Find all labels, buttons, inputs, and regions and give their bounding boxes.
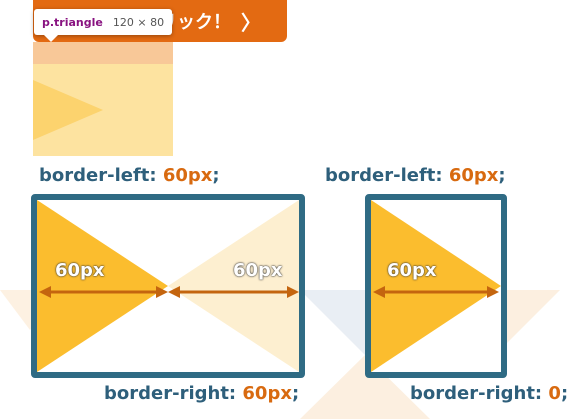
- element-highlight-preview: [33, 42, 173, 156]
- code-semicolon: ;: [498, 165, 506, 186]
- code-semicolon: ;: [212, 165, 220, 186]
- right-arrowhead-right: [287, 286, 299, 298]
- code-property: border-left:: [39, 165, 157, 186]
- left-bottom-code: border-right: 60px;: [104, 383, 299, 404]
- right-arrowhead-left: [168, 286, 180, 298]
- single-width-label: 60px: [387, 260, 437, 281]
- right-bottom-code: border-right: 0;: [410, 383, 568, 404]
- left-width-label: 60px: [55, 260, 105, 281]
- left-arrowhead-left: [39, 286, 51, 298]
- code-value: 0: [548, 383, 561, 404]
- code-semicolon: ;: [291, 383, 300, 404]
- right-width-label: 60px: [233, 260, 283, 281]
- triangle-preview-shape: [33, 80, 103, 140]
- left-arrowhead-right: [156, 286, 168, 298]
- code-property: border-left:: [325, 165, 443, 186]
- code-value: 60px: [162, 165, 213, 186]
- inspect-dimensions: 120 × 80: [112, 15, 165, 29]
- inspect-selector: p.triangle: [42, 15, 103, 29]
- element-margin-overlay: [33, 42, 173, 64]
- code-semicolon: ;: [560, 383, 569, 404]
- left-top-code: border-left: 60px;: [39, 165, 220, 186]
- right-faded-triangle: [168, 200, 299, 372]
- right-box-drawing: [371, 200, 501, 372]
- code-property: border-right:: [410, 383, 543, 404]
- code-value: 60px: [448, 165, 499, 186]
- single-triangle: [371, 200, 501, 372]
- arrowhead-right: [487, 286, 499, 298]
- left-box-drawing: [37, 200, 299, 372]
- arrowhead-left: [373, 286, 385, 298]
- right-top-code: border-left: 60px;: [325, 165, 506, 186]
- left-triangle-box: 60px 60px: [31, 194, 305, 378]
- inspect-tooltip: p.triangle 120 × 80: [34, 9, 173, 42]
- left-triangle: [37, 200, 168, 372]
- right-triangle-box: 60px: [365, 194, 507, 378]
- chevron-right-icon: 〉: [241, 10, 261, 35]
- code-property: border-right:: [104, 383, 237, 404]
- code-value: 60px: [242, 383, 292, 404]
